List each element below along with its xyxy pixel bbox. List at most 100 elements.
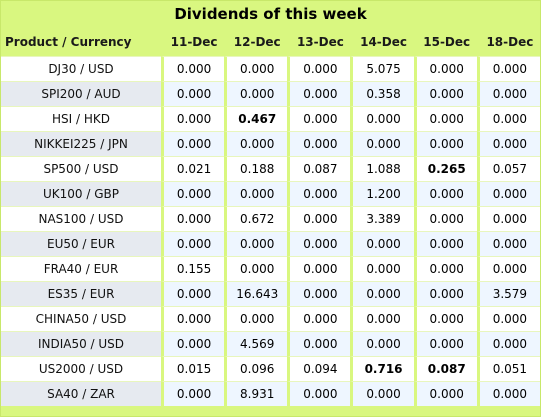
dividend-value-cell: 0.000: [287, 331, 351, 356]
product-cell: SA40 / ZAR: [1, 381, 161, 406]
dividend-value-cell: 0.000: [476, 256, 540, 281]
dividend-value-cell: 0.000: [287, 206, 351, 231]
dividend-value-cell: 0.057: [476, 156, 540, 181]
dividend-value-cell: 0.000: [161, 81, 225, 106]
dividend-value-cell: 0.000: [287, 306, 351, 331]
dividend-value-cell: 0.000: [413, 56, 477, 81]
table-row: US2000 / USD 0.015 0.096 0.094 0.716 0.087 0.0…: [1, 356, 540, 381]
dividend-value-cell: 0.096: [224, 356, 288, 381]
product-cell: NIKKEI225 / JPN: [1, 131, 161, 156]
dividend-value-cell: 0.000: [224, 231, 288, 256]
dividend-value-cell: 0.000: [476, 181, 540, 206]
header-date: 12-Dec: [224, 28, 287, 56]
dividend-value-cell: 0.000: [287, 131, 351, 156]
dividend-value-cell: 0.000: [350, 256, 414, 281]
table-row: SPI200 / AUD 0.000 0.000 0.000 0.358 0.000 0.0…: [1, 81, 540, 106]
product-cell: CHINA50 / USD: [1, 306, 161, 331]
table-body: DJ30 / USD 0.000 0.000 0.000 5.075 0.000 0.000…: [1, 56, 540, 406]
table-row: DJ30 / USD 0.000 0.000 0.000 5.075 0.000 0.000: [1, 56, 540, 81]
product-cell: INDIA50 / USD: [1, 331, 161, 356]
product-cell: UK100 / GBP: [1, 181, 161, 206]
header-date: 15-Dec: [413, 28, 477, 56]
dividend-value-cell: 0.000: [413, 256, 477, 281]
dividend-value-cell: 0.155: [161, 256, 225, 281]
dividend-value-cell: 0.000: [476, 56, 540, 81]
dividend-value-cell: 0.000: [413, 306, 477, 331]
dividend-value-cell: 0.000: [161, 56, 225, 81]
header-product: Product / Currency: [5, 35, 132, 49]
table-row: HSI / HKD 0.000 0.467 0.000 0.000 0.000 0.000: [1, 106, 540, 131]
table-row: SP500 / USD 0.021 0.188 0.087 1.088 0.265 0.05…: [1, 156, 540, 181]
dividend-value-cell: 0.000: [350, 306, 414, 331]
dividend-value-cell: 3.389: [350, 206, 414, 231]
dividend-value-cell: 0.000: [350, 381, 414, 406]
dividend-value-cell: 0.000: [350, 131, 414, 156]
dividend-value-cell: 0.000: [413, 231, 477, 256]
header-date: 13-Dec: [287, 28, 350, 56]
dividend-value-cell: 0.000: [476, 381, 540, 406]
dividend-value-cell: 0.000: [350, 106, 414, 131]
table-row: FRA40 / EUR 0.155 0.000 0.000 0.000 0.000 0.00…: [1, 256, 540, 281]
dividend-value-cell: 0.000: [287, 231, 351, 256]
dividend-value-cell: 0.000: [287, 56, 351, 81]
dividend-value-cell: 0.021: [161, 156, 225, 181]
dividend-value-cell: 0.000: [476, 206, 540, 231]
product-cell: SP500 / USD: [1, 156, 161, 181]
product-cell: NAS100 / USD: [1, 206, 161, 231]
dividend-value-cell: 0.051: [476, 356, 540, 381]
header-date: 11-Dec: [161, 28, 224, 56]
table-row: CHINA50 / USD 0.000 0.000 0.000 0.000 0.000 0.…: [1, 306, 540, 331]
dividend-value-cell: 0.265: [413, 156, 477, 181]
dividend-value-cell: 1.088: [350, 156, 414, 181]
page-title: Dividends of this week: [174, 5, 367, 23]
dividend-value-cell: 0.000: [287, 181, 351, 206]
header-row: Product / Currency 11-Dec 12-Dec 13-Dec …: [1, 28, 540, 56]
product-cell: EU50 / EUR: [1, 231, 161, 256]
product-cell: SPI200 / AUD: [1, 81, 161, 106]
dividend-value-cell: 0.000: [224, 256, 288, 281]
table-row: NIKKEI225 / JPN 0.000 0.000 0.000 0.000 0.000…: [1, 131, 540, 156]
dividend-value-cell: 0.000: [161, 131, 225, 156]
dividend-value-cell: 3.579: [476, 281, 540, 306]
dividend-value-cell: 0.000: [161, 231, 225, 256]
dividend-value-cell: 0.672: [224, 206, 288, 231]
dividend-value-cell: 0.467: [224, 106, 288, 131]
table-row: UK100 / GBP 0.000 0.000 0.000 1.200 0.000 0.00…: [1, 181, 540, 206]
dividend-value-cell: 0.000: [224, 181, 288, 206]
dividend-value-cell: 0.000: [161, 306, 225, 331]
header-date: 14-Dec: [350, 28, 413, 56]
dividend-value-cell: 0.000: [350, 231, 414, 256]
dividend-value-cell: 0.000: [287, 81, 351, 106]
dividend-value-cell: 4.569: [224, 331, 288, 356]
dividend-value-cell: 0.000: [161, 381, 225, 406]
product-cell: DJ30 / USD: [1, 56, 161, 81]
dividend-value-cell: 0.000: [413, 181, 477, 206]
dividend-value-cell: 0.000: [287, 381, 351, 406]
dividend-value-cell: 5.075: [350, 56, 414, 81]
dividend-value-cell: 0.000: [161, 181, 225, 206]
dividend-value-cell: 0.000: [224, 56, 288, 81]
dividend-value-cell: 0.000: [161, 281, 225, 306]
dividend-value-cell: 0.000: [287, 106, 351, 131]
dividend-value-cell: 0.000: [413, 81, 477, 106]
dividend-value-cell: 0.188: [224, 156, 288, 181]
dividend-value-cell: 0.000: [287, 281, 351, 306]
dividend-value-cell: 0.000: [476, 331, 540, 356]
dividend-value-cell: 0.000: [350, 281, 414, 306]
dividend-value-cell: 0.000: [413, 106, 477, 131]
dividend-value-cell: 0.000: [224, 306, 288, 331]
dividend-value-cell: 0.094: [287, 356, 351, 381]
dividend-value-cell: 0.000: [224, 81, 288, 106]
dividend-value-cell: 0.087: [413, 356, 477, 381]
table-row: SA40 / ZAR 0.000 8.931 0.000 0.000 0.000 0.000: [1, 381, 540, 406]
product-cell: HSI / HKD: [1, 106, 161, 131]
dividends-table: Product / Currency 11-Dec 12-Dec 13-Dec …: [1, 28, 540, 406]
dividend-value-cell: 0.000: [350, 331, 414, 356]
dividend-value-cell: 0.000: [224, 131, 288, 156]
dividend-value-cell: 0.716: [350, 356, 414, 381]
dividend-value-cell: 0.000: [413, 206, 477, 231]
dividend-value-cell: 1.200: [350, 181, 414, 206]
dividend-value-cell: 0.000: [161, 106, 225, 131]
dividend-value-cell: 0.000: [476, 231, 540, 256]
